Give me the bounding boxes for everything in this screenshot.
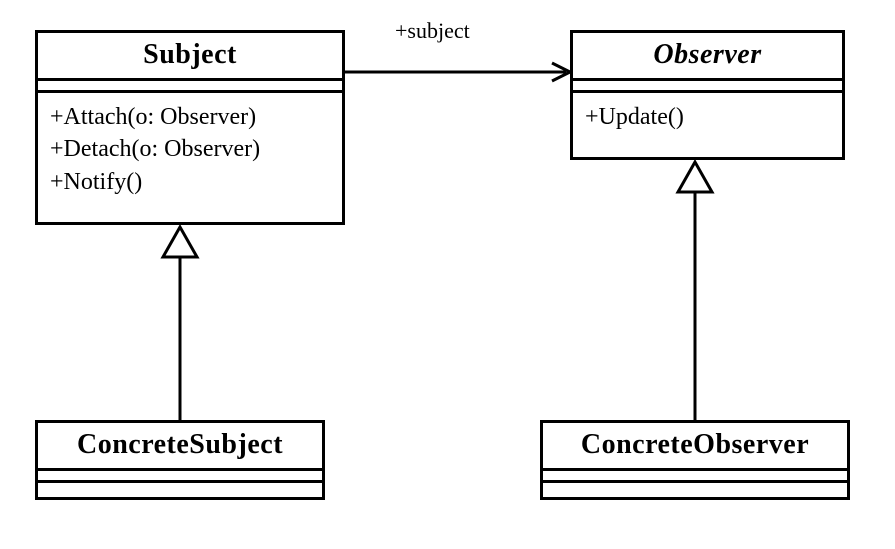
class-subject-op: +Detach(o: Observer) — [50, 133, 330, 165]
uml-diagram: Subject +Attach(o: Observer) +Detach(o: … — [0, 0, 895, 549]
class-observer-op: +Update() — [585, 101, 830, 133]
class-observer-attr-sep — [573, 81, 842, 93]
association-label: +subject — [395, 18, 470, 44]
class-concrete-observer-title: ConcreteObserver — [543, 423, 847, 471]
generalization-subject — [163, 227, 197, 420]
class-subject: Subject +Attach(o: Observer) +Detach(o: … — [35, 30, 345, 225]
generalization-observer — [678, 162, 712, 420]
association-arrow — [345, 63, 570, 81]
class-concrete-observer-attr-sep — [543, 471, 847, 483]
class-subject-op: +Attach(o: Observer) — [50, 101, 330, 133]
class-subject-title: Subject — [38, 33, 342, 81]
class-observer-title: Observer — [573, 33, 842, 81]
class-concrete-subject: ConcreteSubject — [35, 420, 325, 500]
class-subject-ops: +Attach(o: Observer) +Detach(o: Observer… — [38, 93, 342, 206]
class-subject-attr-sep — [38, 81, 342, 93]
class-concrete-subject-title: ConcreteSubject — [38, 423, 322, 471]
class-observer: Observer +Update() — [570, 30, 845, 160]
class-observer-ops: +Update() — [573, 93, 842, 141]
class-subject-op: +Notify() — [50, 166, 330, 198]
class-concrete-subject-attr-sep — [38, 471, 322, 483]
class-concrete-observer: ConcreteObserver — [540, 420, 850, 500]
